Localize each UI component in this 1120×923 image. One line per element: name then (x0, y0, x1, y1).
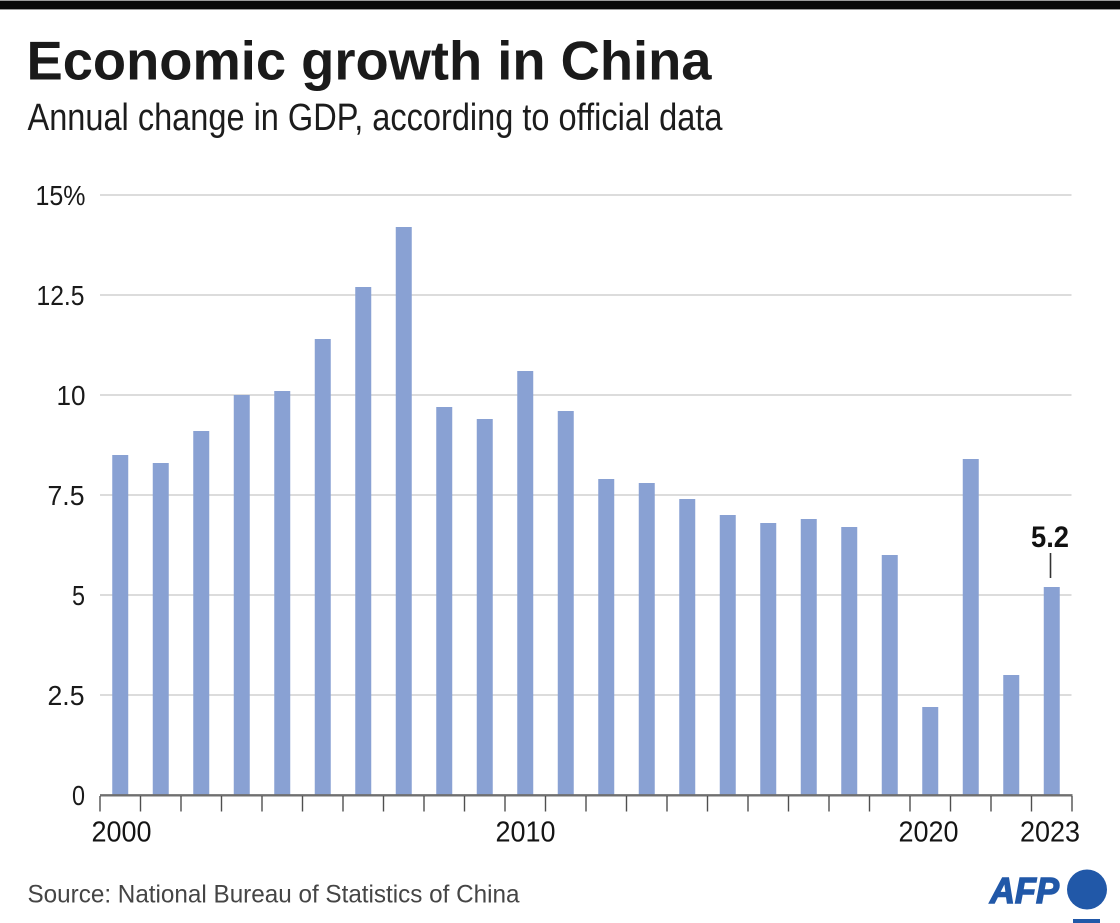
svg-text:0: 0 (72, 780, 85, 811)
svg-text:Economic growth in China: Economic growth in China (27, 30, 712, 92)
svg-text:10: 10 (57, 380, 86, 411)
svg-text:2023: 2023 (1020, 817, 1080, 849)
svg-text:Source: National Bureau of Sta: Source: National Bureau of Statistics of… (28, 881, 520, 909)
svg-text:Annual change in GDP, accordin: Annual change in GDP, according to offic… (28, 97, 724, 139)
svg-text:5.2: 5.2 (1031, 521, 1069, 554)
svg-text:15%: 15% (36, 180, 86, 211)
svg-text:5: 5 (72, 580, 85, 611)
svg-text:AFP: AFP (989, 870, 1060, 911)
svg-text:7.5: 7.5 (48, 480, 85, 511)
svg-text:2020: 2020 (899, 817, 959, 849)
svg-text:12.5: 12.5 (37, 280, 85, 311)
svg-text:2000: 2000 (92, 817, 152, 849)
svg-text:2010: 2010 (496, 817, 556, 849)
svg-text:2.5: 2.5 (48, 680, 85, 711)
